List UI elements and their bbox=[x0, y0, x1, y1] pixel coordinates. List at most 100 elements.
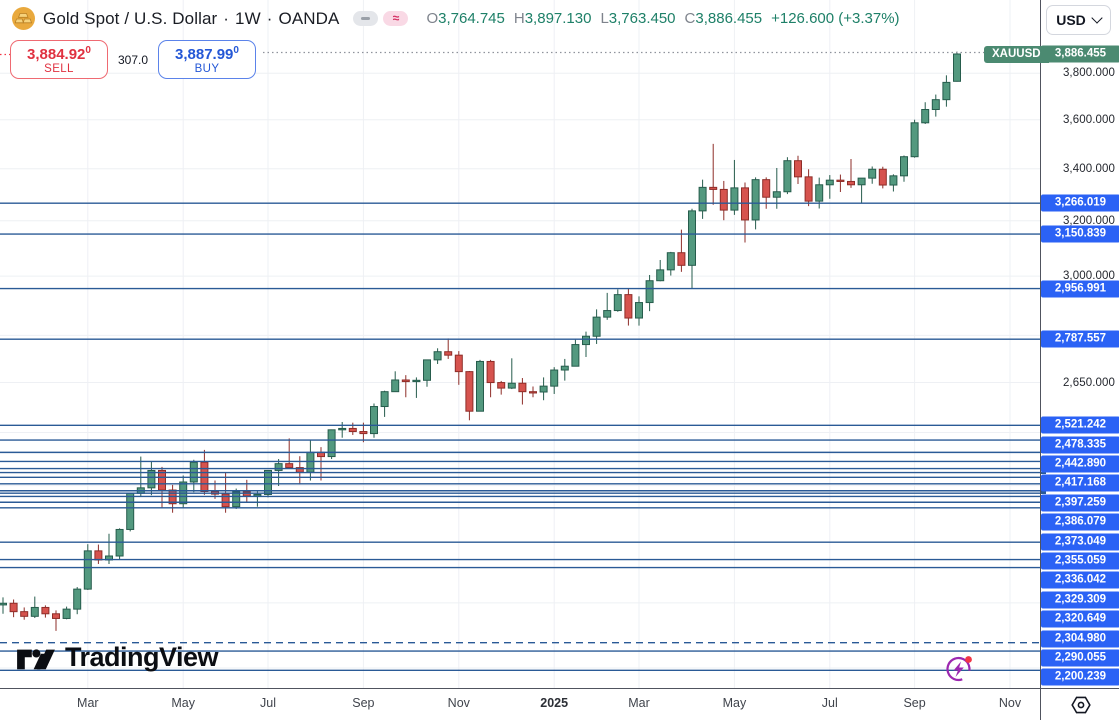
axis-tick-label: 3,800.000 bbox=[1062, 67, 1115, 80]
time-tick-label: Jul bbox=[260, 696, 276, 710]
approx-pill-icon[interactable]: ≈ bbox=[383, 11, 409, 26]
candle-body bbox=[666, 252, 675, 271]
candle-body bbox=[348, 427, 357, 433]
close-value: 3,886.455 bbox=[695, 10, 763, 27]
separator-dot: · bbox=[223, 8, 230, 28]
trade-panel: 3,884.920 SELL 307.0 3,887.990 BUY bbox=[10, 40, 256, 79]
candlestick-chart[interactable] bbox=[0, 0, 1040, 688]
symbol-title[interactable]: Gold Spot / U.S. Dollar · 1W · OANDA bbox=[43, 9, 339, 29]
axis-tick-label: 3,000.000 bbox=[1062, 270, 1115, 283]
candle-body bbox=[62, 608, 71, 619]
candle-body bbox=[497, 382, 506, 389]
price-level-badge: 2,956.991 bbox=[1041, 280, 1119, 297]
candle-body bbox=[635, 302, 643, 319]
candle-body bbox=[433, 351, 442, 361]
price-level-badge: 2,442.890 bbox=[1041, 455, 1119, 473]
spread-value: 307.0 bbox=[117, 52, 149, 67]
gold-bars-coin-icon[interactable] bbox=[12, 7, 35, 30]
currency-label: USD bbox=[1056, 12, 1086, 28]
price-level-badge: 2,320.649 bbox=[1041, 610, 1119, 628]
candle-body bbox=[698, 186, 707, 212]
sell-label: SELL bbox=[44, 63, 74, 75]
exchange-label: OANDA bbox=[278, 8, 340, 28]
candle-body bbox=[571, 344, 580, 367]
candle-body bbox=[444, 351, 453, 356]
current-price-badge: 3,886.455 bbox=[1041, 45, 1119, 63]
symbol-name: Gold Spot / U.S. Dollar bbox=[43, 8, 218, 28]
candle-body bbox=[772, 191, 781, 198]
timeframe-label[interactable]: 1W bbox=[235, 8, 261, 28]
candle-body bbox=[783, 160, 792, 193]
axis-corner[interactable] bbox=[1040, 688, 1119, 720]
time-tick-label: Mar bbox=[628, 696, 650, 710]
hexagon-settings-icon[interactable] bbox=[1069, 693, 1093, 717]
time-tick-label: 2025 bbox=[540, 696, 569, 710]
minus-pill-icon[interactable] bbox=[353, 11, 379, 26]
candle-body bbox=[274, 463, 283, 471]
candle-body bbox=[688, 210, 696, 266]
axis-tick-label: 3,200.000 bbox=[1062, 214, 1115, 227]
candle-body bbox=[677, 252, 686, 266]
candle-body bbox=[645, 280, 654, 304]
time-tick-label: Jul bbox=[821, 696, 838, 710]
candle-body bbox=[794, 160, 802, 178]
low-key: L bbox=[600, 10, 609, 27]
change-value: +126.600 (+3.37%) bbox=[771, 10, 900, 27]
candle-body bbox=[539, 385, 548, 393]
tradingview-watermark[interactable]: TradingView bbox=[16, 642, 219, 673]
candle-body bbox=[30, 606, 39, 617]
candle-body bbox=[264, 469, 272, 495]
candle-body bbox=[221, 493, 230, 508]
time-axis[interactable]: Mar May Jul Sep Nov 2025 Mar May Jul Sep Nov bbox=[0, 688, 1040, 720]
candle-body bbox=[751, 179, 760, 221]
candle-body bbox=[465, 371, 474, 412]
candle-body bbox=[624, 294, 633, 319]
candle-body bbox=[878, 168, 887, 186]
candle-body bbox=[847, 180, 855, 186]
candle-body bbox=[94, 550, 103, 561]
symbol-header: Gold Spot / U.S. Dollar · 1W · OANDA ≈ O… bbox=[12, 7, 900, 30]
candle-body bbox=[518, 382, 527, 393]
price-level-badge: 2,787.557 bbox=[1041, 330, 1119, 348]
candle-body bbox=[380, 391, 389, 408]
candle-body bbox=[327, 429, 336, 458]
candle-body bbox=[41, 606, 50, 615]
candle-body bbox=[889, 175, 898, 186]
candle-body bbox=[454, 354, 463, 373]
candle-body bbox=[815, 184, 824, 202]
candle-body bbox=[370, 406, 378, 435]
lightning-icon[interactable] bbox=[944, 653, 975, 684]
time-tick-label: May bbox=[171, 696, 195, 710]
candle-body bbox=[825, 179, 834, 186]
candle-body bbox=[126, 492, 135, 530]
price-level-badge: 2,329.309 bbox=[1041, 591, 1119, 609]
price-level-badge: 2,417.168 bbox=[1041, 474, 1119, 492]
price-axis[interactable]: 3,800.000 3,600.000 3,400.000 3,200.000 3,00… bbox=[1040, 0, 1119, 688]
candle-body bbox=[550, 369, 559, 387]
sell-button[interactable]: 3,884.920 SELL bbox=[10, 40, 108, 79]
time-tick-label: Sep bbox=[352, 696, 375, 710]
open-value: 3,764.745 bbox=[438, 10, 505, 27]
tradingview-logo-icon bbox=[17, 648, 55, 669]
open-key: O bbox=[426, 10, 439, 27]
axis-tick-label: 3,600.000 bbox=[1062, 113, 1115, 126]
price-level-badge: 2,521.242 bbox=[1041, 416, 1119, 434]
candle-body bbox=[709, 186, 718, 190]
symbol-price-flag: XAUUSD bbox=[984, 46, 1049, 63]
currency-selector-button[interactable]: USD bbox=[1046, 5, 1111, 35]
candle-body bbox=[603, 310, 612, 318]
market-status-icons: ≈ bbox=[353, 11, 409, 26]
candle-body bbox=[953, 53, 961, 82]
price-level-badge: 2,200.239 bbox=[1041, 668, 1119, 686]
buy-button[interactable]: 3,887.990 BUY bbox=[158, 40, 256, 79]
candle-body bbox=[20, 611, 29, 617]
candle-body bbox=[719, 188, 728, 211]
candle-body bbox=[921, 109, 930, 124]
time-tick-label: Sep bbox=[903, 696, 926, 710]
candle-body bbox=[613, 294, 622, 312]
price-level-badge: 2,373.049 bbox=[1041, 533, 1119, 551]
candle-body bbox=[560, 365, 569, 371]
candle-body bbox=[232, 491, 241, 508]
price-level-badge: 2,386.079 bbox=[1041, 513, 1119, 531]
time-tick-label: Nov bbox=[447, 696, 470, 710]
